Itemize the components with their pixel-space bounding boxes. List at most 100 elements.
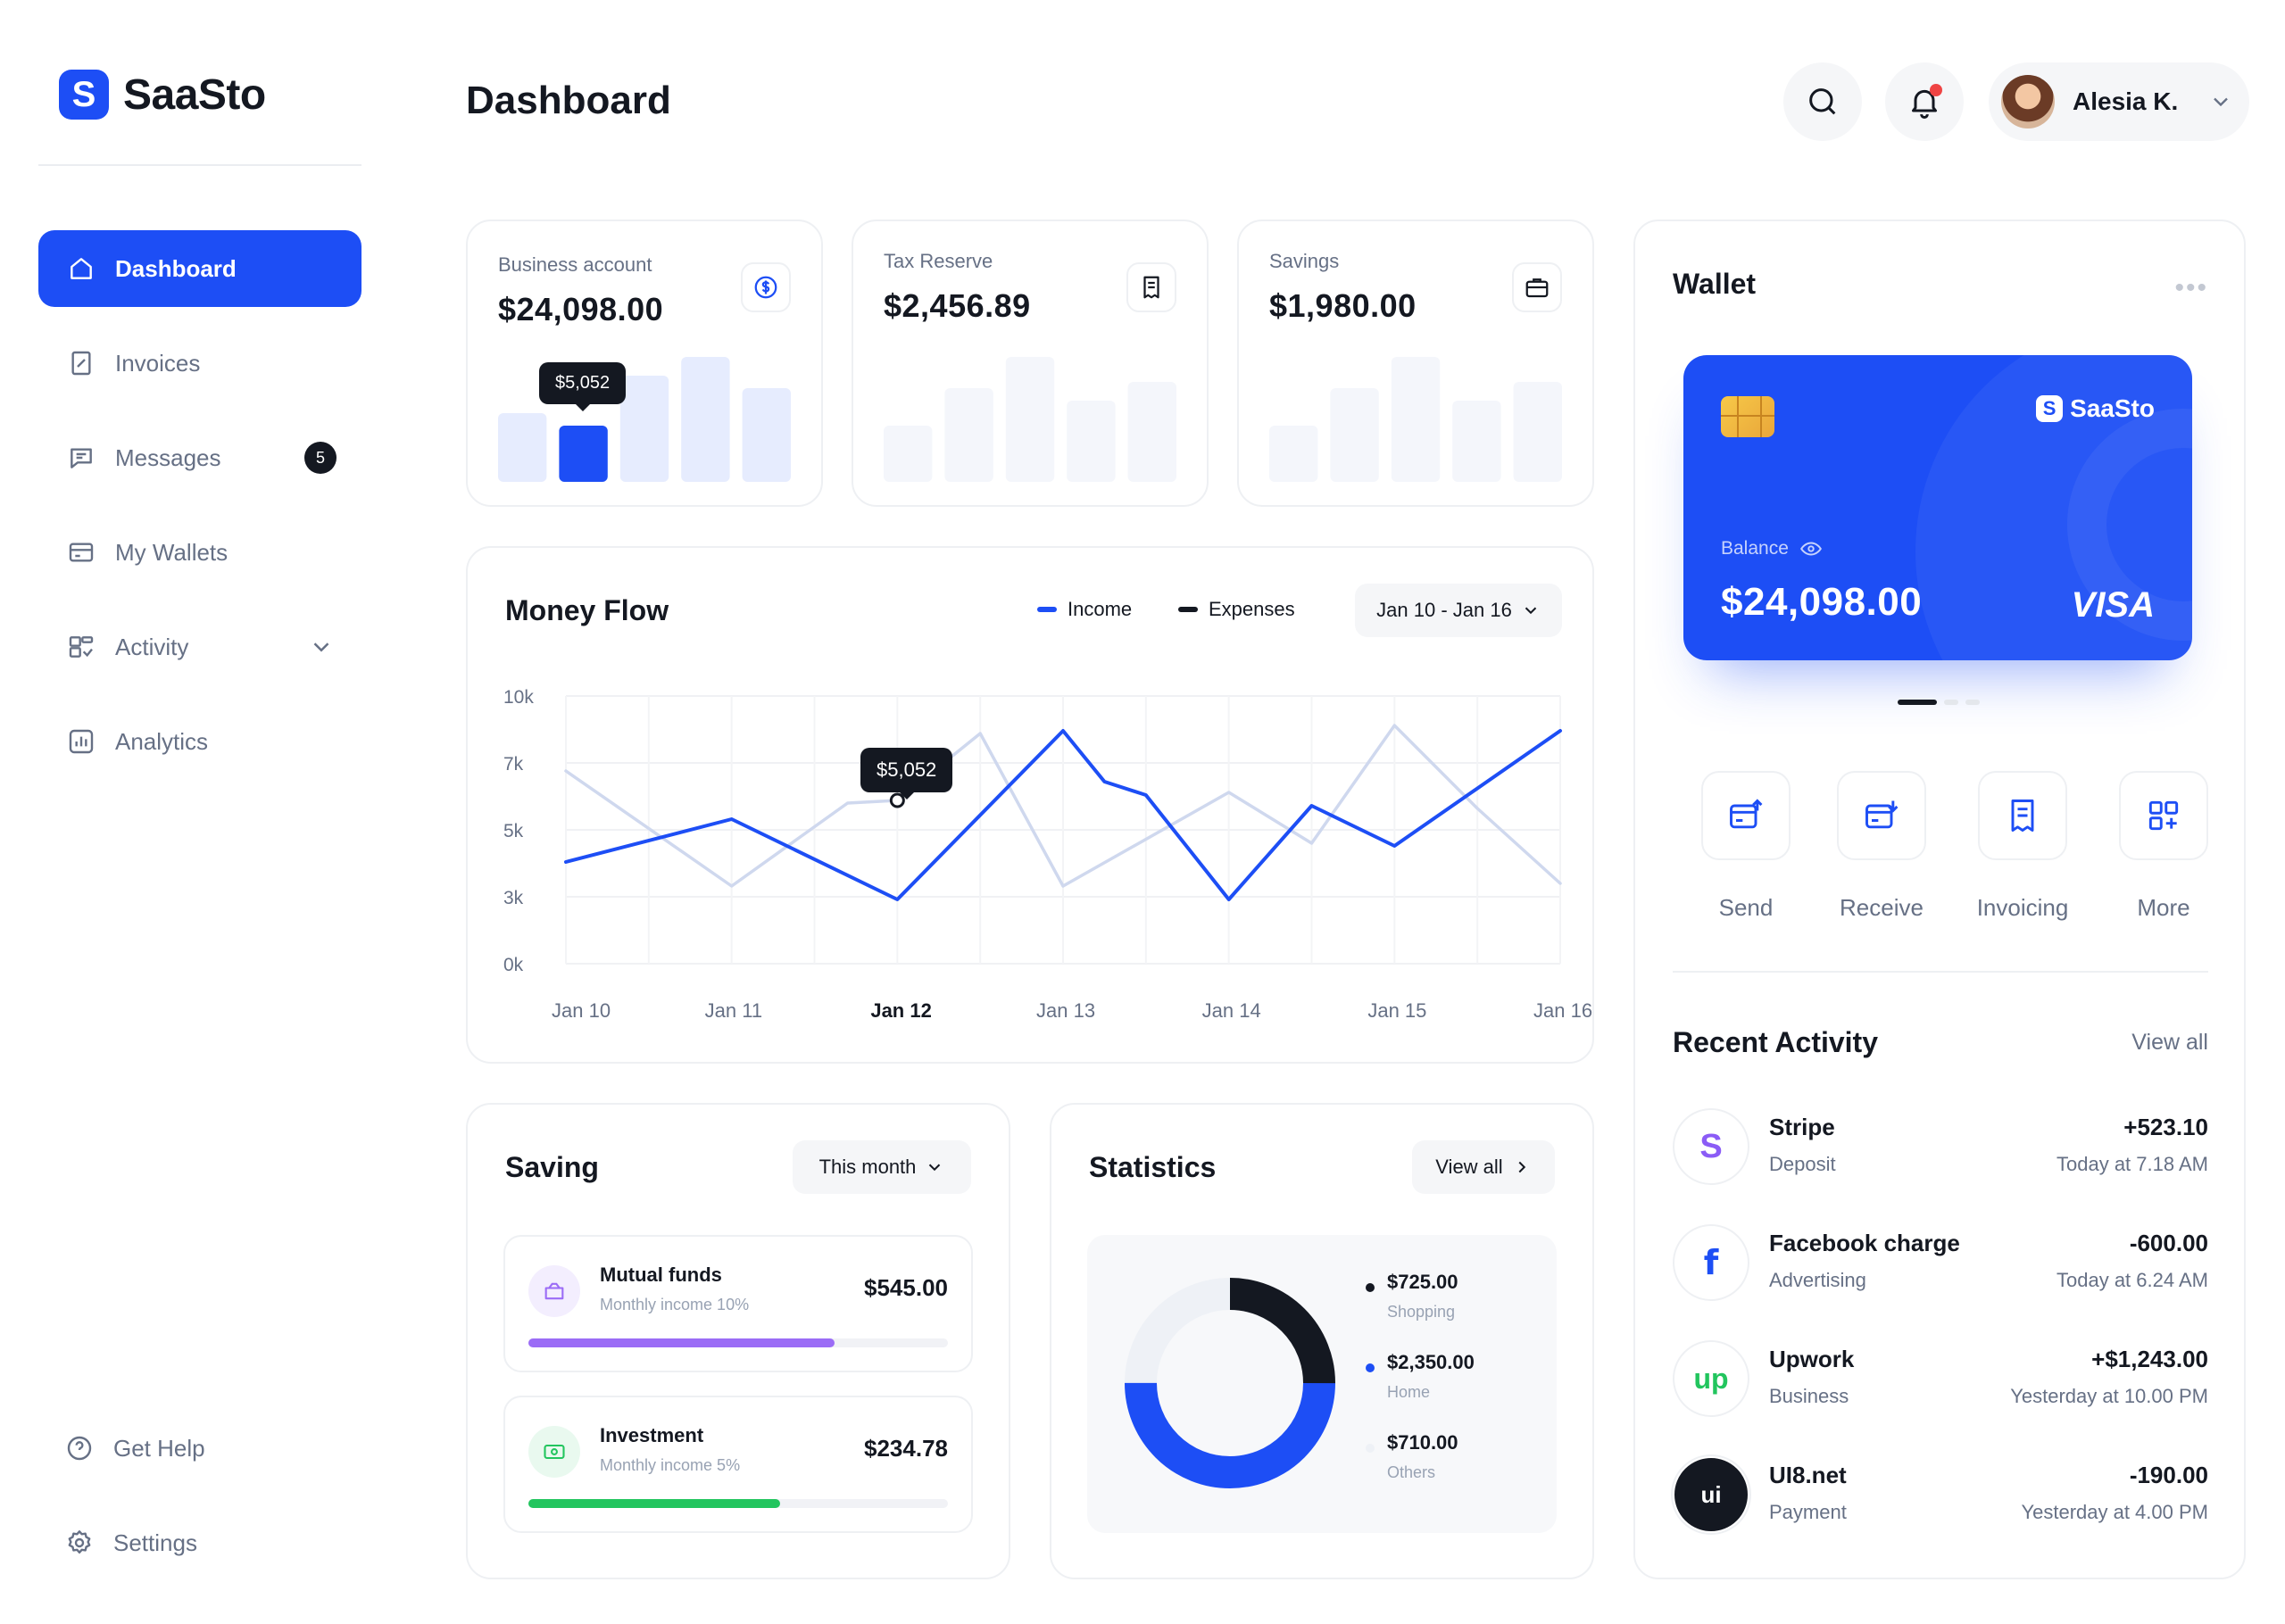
mini-bar	[944, 388, 993, 482]
activity-type: Deposit	[1769, 1153, 1836, 1175]
card-brand-name: SaaSto	[2070, 394, 2155, 422]
bank-card[interactable]: S SaaSto Balance $24,098.00 VISA	[1683, 355, 2192, 660]
saving-item-investment[interactable]: Investment Monthly income 5% $234.78	[503, 1396, 973, 1533]
mini-bar	[1005, 357, 1055, 482]
progress-track	[528, 1499, 948, 1508]
sidebar-item-label: Messages	[115, 443, 221, 471]
activity-time: Today at 7.18 AM	[2056, 1153, 2208, 1175]
saving-card: Saving This month Mutual funds Monthly i…	[466, 1103, 1010, 1579]
sidebar-item-get-help[interactable]: Get Help	[38, 1410, 361, 1487]
receipt-icon	[1126, 262, 1176, 312]
chevron-down-icon[interactable]	[308, 634, 335, 660]
account-card-tax-reserve[interactable]: Tax Reserve $2,456.89	[852, 220, 1209, 507]
stat-value: $725.00	[1387, 1271, 1458, 1293]
more-options-icon[interactable]: •••	[2174, 273, 2208, 302]
wallet-icon	[67, 538, 96, 567]
card-chip-icon	[1721, 396, 1774, 437]
sidebar-item-my-wallets[interactable]: My Wallets	[38, 514, 361, 591]
action-receive[interactable]: Receive	[1819, 771, 1944, 922]
mini-bar	[1391, 357, 1441, 482]
activity-icon	[67, 633, 96, 661]
sidebar-item-dashboard[interactable]: Dashboard	[38, 230, 361, 307]
recent-activity-view-all-link[interactable]: View all	[2131, 1030, 2208, 1055]
activity-row-ui8[interactable]: ui UI8.net Payment -190.00 Yesterday at …	[1673, 1456, 2208, 1537]
receive-icon	[1837, 771, 1926, 860]
saving-item-mutual-funds[interactable]: Mutual funds Monthly income 10% $545.00	[503, 1235, 973, 1372]
saving-amount: $234.78	[864, 1435, 948, 1462]
y-tick-label: 3k	[503, 888, 524, 908]
sidebar-item-label: Get Help	[113, 1434, 205, 1462]
statistics-view-all-button[interactable]: View all	[1412, 1140, 1555, 1194]
brand-logo[interactable]: S SaaSto	[59, 70, 266, 120]
date-range-select[interactable]: Jan 10 - Jan 16	[1355, 584, 1562, 637]
divider	[1673, 971, 2208, 973]
money-flow-title: Money Flow	[505, 594, 669, 626]
x-tick-label: Jan 14	[1202, 999, 1261, 1022]
message-icon	[67, 443, 96, 472]
period-select[interactable]: This month	[793, 1140, 971, 1194]
user-menu[interactable]: Alesia K.	[1989, 62, 2249, 141]
help-icon	[65, 1434, 94, 1462]
account-card-business[interactable]: Business account $24,098.00 $5,052	[466, 220, 823, 507]
user-name: Alesia K.	[2073, 87, 2179, 115]
sidebar-item-analytics[interactable]: Analytics	[38, 703, 361, 780]
action-more[interactable]: More	[2101, 771, 2226, 922]
x-tick-label: Jan 12	[870, 999, 932, 1022]
activity-time: Yesterday at 4.00 PM	[2021, 1501, 2208, 1523]
stat-item-others: $710.00 Others	[1366, 1431, 1458, 1482]
y-tick-label: 5k	[503, 821, 524, 841]
account-card-savings[interactable]: Savings $1,980.00	[1237, 220, 1594, 507]
activity-row-stripe[interactable]: S Stripe Deposit +523.10 Today at 7.18 A…	[1673, 1108, 2208, 1189]
donut-segment-shopping	[1125, 1278, 1335, 1488]
activity-row-facebook[interactable]: f Facebook charge Advertising -600.00 To…	[1673, 1224, 2208, 1305]
sidebar-item-settings[interactable]: Settings	[38, 1504, 361, 1581]
search-button[interactable]	[1783, 62, 1862, 141]
wallet-panel: Wallet ••• S SaaSto Balance $24,098.00 V…	[1633, 220, 2246, 1579]
account-balance: $2,456.89	[884, 287, 1031, 324]
mini-bar	[1452, 401, 1501, 482]
stat-label: Home	[1387, 1383, 1431, 1401]
date-range-value: Jan 10 - Jan 16	[1376, 599, 1512, 621]
sidebar-item-label: Dashboard	[115, 254, 237, 282]
sidebar-item-label: Settings	[113, 1529, 197, 1556]
carousel-dot[interactable]	[1944, 700, 1958, 705]
sidebar-item-activity[interactable]: Activity	[38, 609, 361, 685]
statistics-card: Statistics View all $725.00 Shopping $2,…	[1050, 1103, 1594, 1579]
recent-activity-title: Recent Activity	[1673, 1026, 1878, 1058]
donut-chart	[1125, 1278, 1335, 1488]
activity-row-upwork[interactable]: up Upwork Business +$1,243.00 Yesterday …	[1673, 1340, 2208, 1421]
account-label: Savings	[1269, 250, 1340, 272]
y-tick-label: 10k	[503, 687, 534, 708]
mini-bar	[742, 388, 791, 482]
mini-bar-chart	[884, 357, 1176, 482]
activity-amount: +$1,243.00	[2091, 1346, 2208, 1372]
y-tick-label: 7k	[503, 754, 524, 775]
view-all-label: View all	[1435, 1156, 1503, 1178]
briefcase-icon	[1512, 262, 1562, 312]
sidebar: S SaaSto Dashboard Invoices Messages 5	[0, 0, 384, 1624]
notification-dot	[1930, 84, 1942, 96]
logo-mark-icon: S	[2036, 395, 2064, 422]
notifications-button[interactable]	[1885, 62, 1964, 141]
mini-bars-svg	[498, 357, 791, 482]
action-send[interactable]: Send	[1683, 771, 1808, 922]
sidebar-item-messages[interactable]: Messages 5	[38, 419, 361, 496]
wallet-icon	[528, 1265, 580, 1317]
saving-title: Saving	[505, 1151, 599, 1183]
stat-value: $2,350.00	[1387, 1351, 1475, 1373]
visa-logo: VISA	[2071, 585, 2155, 625]
money-flow-chart: 0k 3k 5k 7k 10k Jan 10 Jan 11 Jan 12 Jan 13 Jan 1…	[503, 687, 1592, 1022]
action-invoicing[interactable]: Invoicing	[1960, 771, 2085, 922]
send-icon	[1701, 771, 1791, 860]
card-carousel-dots[interactable]	[1898, 700, 1980, 705]
activity-amount: -600.00	[2129, 1230, 2208, 1256]
wallet-title: Wallet	[1673, 268, 1757, 300]
action-label: Invoicing	[1976, 894, 2069, 921]
logo-mark-icon: S	[59, 70, 109, 120]
carousel-dot-active[interactable]	[1898, 700, 1937, 705]
sidebar-item-invoices[interactable]: Invoices	[38, 325, 361, 402]
eye-icon[interactable]	[1799, 537, 1823, 560]
carousel-dot[interactable]	[1965, 700, 1980, 705]
activity-time: Yesterday at 10.00 PM	[2010, 1385, 2208, 1407]
card-balance: $24,098.00	[1721, 580, 1923, 624]
